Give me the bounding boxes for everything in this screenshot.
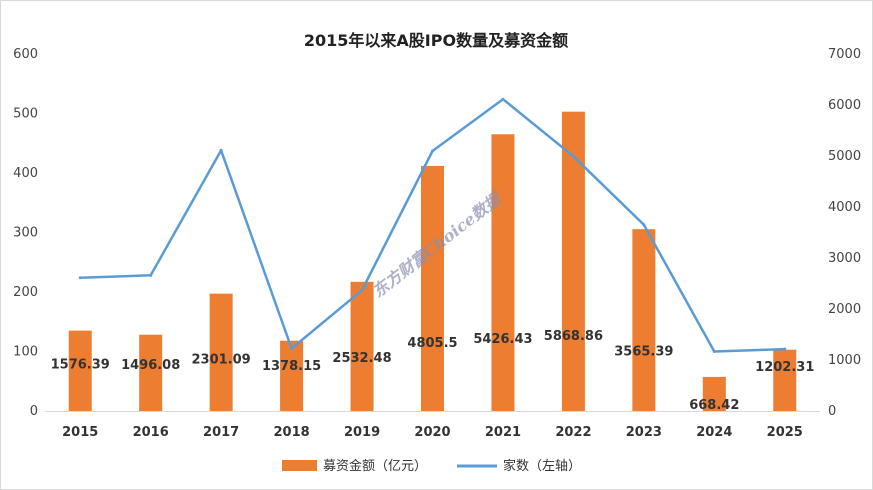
bar-data-label: 2301.09 [192, 353, 251, 368]
bar [139, 334, 163, 411]
bar-data-label: 1378.15 [262, 359, 321, 374]
x-tick-label: 2023 [626, 425, 662, 440]
y-right-tick-label: 1000 [828, 353, 861, 368]
bar-data-label: 2532.48 [332, 351, 391, 366]
y-left-tick-label: 0 [30, 404, 38, 419]
x-tick-label: 2019 [344, 425, 380, 440]
y-right-tick-label: 6000 [828, 98, 861, 113]
bar-data-label: 668.42 [689, 398, 739, 413]
y-left-tick-label: 600 [13, 47, 38, 62]
y-right-tick-label: 7000 [828, 47, 861, 62]
bar-data-label: 1576.39 [51, 358, 110, 373]
bar [280, 340, 304, 411]
bar-data-label: 1202.31 [755, 360, 814, 375]
y-left-tick-label: 500 [13, 107, 38, 122]
x-tick-label: 2022 [555, 425, 591, 440]
legend-bar-swatch [282, 460, 317, 471]
line-point [290, 347, 294, 351]
x-tick-label: 2016 [133, 425, 169, 440]
line-series [78, 97, 787, 353]
x-tick-label: 2025 [767, 425, 803, 440]
x-tick-label: 2017 [203, 425, 239, 440]
legend-bar-label: 募资金额（亿元） [323, 458, 427, 474]
bar [773, 349, 797, 411]
bar [491, 134, 515, 411]
x-tick-label: 2024 [696, 425, 732, 440]
line-point [431, 149, 434, 153]
bar-data-label: 5868.86 [544, 329, 603, 344]
y-right-tick-label: 3000 [828, 251, 861, 266]
bar-data-label: 3565.39 [614, 344, 673, 359]
line-point [360, 288, 364, 292]
bar-data-label: 5426.43 [473, 332, 532, 347]
line-point [219, 148, 223, 152]
line-point [78, 276, 82, 280]
bar-series [68, 111, 797, 411]
bar [421, 165, 444, 411]
y-right-tick-label: 0 [828, 404, 836, 419]
bar [632, 229, 656, 411]
x-tick-label: 2015 [62, 425, 98, 440]
legend: 募资金额（亿元） 家数（左轴） [282, 458, 581, 474]
y-left-tick-label: 200 [13, 285, 38, 300]
axes: 0100200300400500600010002000300040005000… [13, 47, 861, 440]
line-point [149, 273, 153, 277]
line-point [783, 347, 787, 351]
line-point [712, 350, 716, 353]
chart-title: 2015年以来A股IPO数量及募资金额 [304, 31, 568, 50]
data-labels: 1576.39 1496.08 2301.09 1378.15 2532.48 4805.… [51, 329, 815, 413]
bar-data-label: 1496.08 [121, 358, 180, 373]
legend-line-label: 家数（左轴） [503, 458, 581, 474]
y-right-tick-label: 4000 [828, 200, 861, 215]
line-point [642, 223, 646, 227]
bar-data-label: 4805.5 [407, 336, 457, 351]
x-tick-label: 2020 [414, 425, 450, 440]
bar [209, 293, 233, 411]
bar [561, 111, 585, 411]
bar [68, 330, 92, 411]
line-point [571, 154, 575, 158]
y-left-tick-label: 400 [13, 166, 38, 181]
bar [702, 376, 726, 411]
x-tick-label: 2018 [273, 425, 309, 440]
y-right-tick-label: 5000 [828, 149, 861, 164]
bar [350, 281, 374, 411]
y-right-tick-label: 2000 [828, 302, 861, 317]
line-point [501, 97, 505, 101]
y-left-tick-label: 100 [13, 345, 38, 360]
y-left-tick-label: 300 [13, 226, 38, 241]
x-tick-label: 2021 [485, 425, 521, 440]
